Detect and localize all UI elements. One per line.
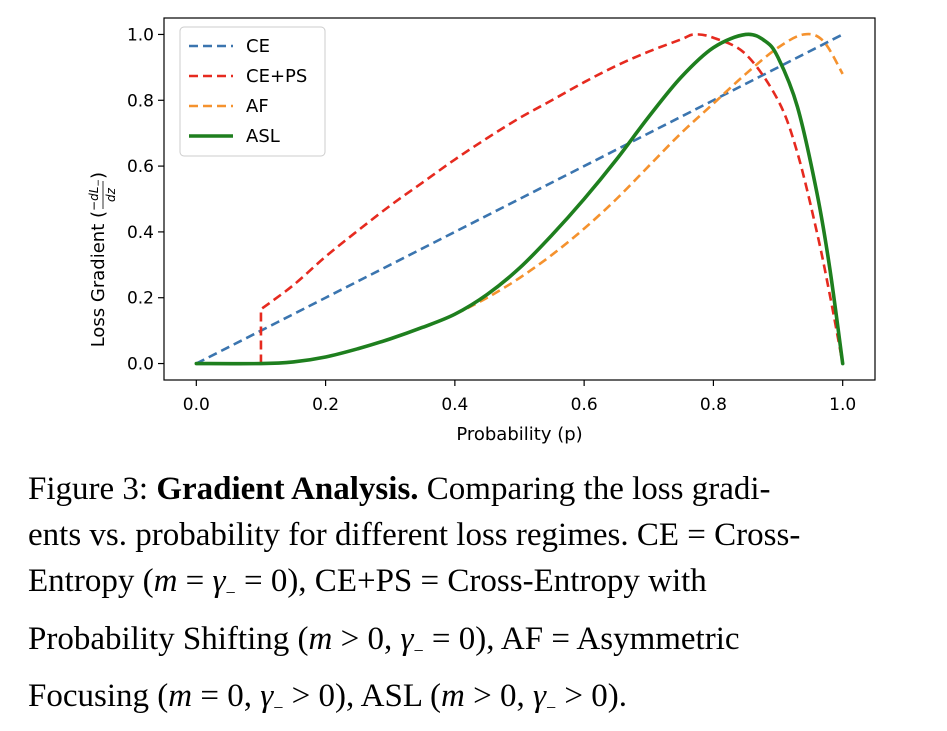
y-tick-label: 0.4: [127, 223, 154, 243]
x-tick-label: 0.8: [700, 395, 727, 415]
y-tick-label: 0.8: [127, 91, 154, 111]
series-line-af: [196, 32, 844, 365]
caption-line-5: Focusing (m = 0, γ− > 0), ASL (m > 0, γ−…: [28, 678, 628, 718]
x-tick-label: 1.0: [829, 395, 856, 415]
x-tick-label: 0.4: [441, 395, 468, 415]
y-axis-label-numerator: −dL−: [87, 179, 104, 211]
y-axis-label-prefix: Loss Gradient (: [88, 211, 109, 347]
axis-ticks: 0.0 0.2 0.4 0.6 0.8 1.0 0.0 0.2 0.4 0.6 0.8 1.0: [127, 25, 856, 415]
y-tick-label: 0.0: [127, 355, 154, 375]
plot-frame: [163, 17, 876, 381]
x-tick-label: 0.6: [571, 395, 598, 415]
legend-label-asl: ASL: [246, 126, 280, 147]
figure-caption: Figure 3: Gradient Analysis. Comparing t…: [28, 466, 924, 731]
x-axis-label: Probability (p): [456, 424, 582, 445]
caption-figure-label: Figure 3:: [28, 471, 157, 507]
x-tick-label: 0.2: [312, 395, 339, 415]
y-axis-label-suffix: ): [88, 172, 109, 179]
caption-line-2: ents vs. probability for different loss …: [28, 517, 801, 553]
series-line-ce: [195, 33, 844, 365]
y-axis-label: Loss Gradient ( −dL− dz ): [87, 172, 118, 347]
legend-box: [179, 26, 326, 157]
series-line-ce-ps: [259, 33, 844, 364]
legend: CE CE+PS AF ASL: [179, 26, 326, 157]
caption-title: Gradient Analysis.: [156, 471, 419, 507]
legend-label-ce: CE: [246, 36, 270, 57]
y-axis-label-denominator: dz: [104, 187, 118, 202]
y-tick-label: 0.6: [127, 157, 154, 177]
caption-line-1: Figure 3: Gradient Analysis. Comparing t…: [28, 466, 924, 512]
y-tick-label: 0.2: [127, 289, 154, 309]
series-layer: [194, 32, 845, 366]
caption-line-3: Entropy (m = γ− = 0), CE+PS = Cross-Entr…: [28, 563, 707, 603]
x-tick-label: 0.0: [183, 395, 210, 415]
series-line-asl: [194, 32, 845, 366]
caption-line-1-text: Comparing the loss gradi-: [418, 471, 771, 507]
gradient-chart: 0.0 0.2 0.4 0.6 0.8 1.0 0.0 0.2 0.4 0.6 0.8 1.0 Pro…: [87, 17, 876, 445]
legend-label-ce-ps: CE+PS: [246, 66, 307, 87]
legend-label-af: AF: [246, 96, 269, 117]
y-tick-label: 1.0: [127, 25, 154, 45]
caption-line-4: Probability Shifting (m > 0, γ− = 0), AF…: [28, 620, 740, 661]
